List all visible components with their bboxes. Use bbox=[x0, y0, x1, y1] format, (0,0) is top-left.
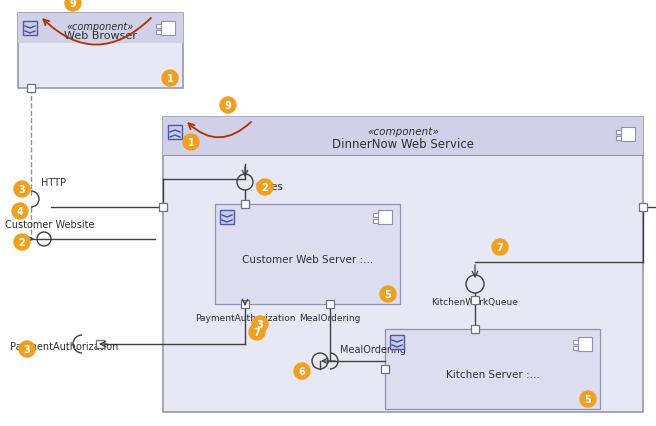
Circle shape bbox=[19, 341, 35, 357]
FancyBboxPatch shape bbox=[471, 296, 479, 304]
FancyBboxPatch shape bbox=[168, 126, 182, 140]
FancyBboxPatch shape bbox=[378, 210, 392, 225]
FancyBboxPatch shape bbox=[241, 300, 249, 308]
FancyBboxPatch shape bbox=[18, 14, 183, 89]
FancyBboxPatch shape bbox=[96, 340, 104, 348]
Text: Web Browser: Web Browser bbox=[64, 31, 137, 41]
Circle shape bbox=[14, 181, 30, 198]
Text: «component»: «component» bbox=[67, 22, 134, 32]
Circle shape bbox=[162, 71, 178, 87]
FancyBboxPatch shape bbox=[578, 337, 592, 351]
Text: 4: 4 bbox=[16, 207, 24, 216]
Text: 9: 9 bbox=[224, 101, 232, 111]
FancyBboxPatch shape bbox=[373, 219, 378, 223]
Text: 5: 5 bbox=[584, 394, 591, 404]
FancyBboxPatch shape bbox=[163, 118, 643, 412]
FancyBboxPatch shape bbox=[385, 329, 600, 409]
FancyBboxPatch shape bbox=[161, 22, 175, 36]
Circle shape bbox=[380, 286, 396, 302]
FancyBboxPatch shape bbox=[390, 335, 404, 349]
Text: 1: 1 bbox=[167, 74, 173, 84]
FancyBboxPatch shape bbox=[621, 128, 635, 142]
Text: MealOrdering: MealOrdering bbox=[299, 314, 361, 323]
Text: 3: 3 bbox=[24, 344, 30, 354]
Text: 2: 2 bbox=[262, 183, 268, 193]
FancyBboxPatch shape bbox=[215, 204, 400, 304]
Circle shape bbox=[580, 391, 596, 407]
Text: 7: 7 bbox=[497, 242, 503, 253]
Text: 7: 7 bbox=[254, 327, 260, 337]
FancyBboxPatch shape bbox=[156, 25, 161, 29]
Circle shape bbox=[492, 239, 508, 256]
FancyBboxPatch shape bbox=[23, 22, 37, 36]
FancyBboxPatch shape bbox=[373, 213, 378, 217]
Circle shape bbox=[249, 324, 265, 340]
FancyBboxPatch shape bbox=[18, 14, 183, 44]
Text: 3: 3 bbox=[18, 184, 26, 195]
Text: MealOrdering: MealOrdering bbox=[340, 344, 406, 354]
Text: 2: 2 bbox=[18, 237, 26, 248]
Text: PaymentAuthorization: PaymentAuthorization bbox=[10, 341, 118, 351]
Circle shape bbox=[14, 234, 30, 250]
Circle shape bbox=[183, 135, 199, 151]
FancyBboxPatch shape bbox=[27, 85, 35, 93]
FancyBboxPatch shape bbox=[220, 210, 234, 225]
FancyBboxPatch shape bbox=[163, 118, 643, 155]
Text: Kitchen Server :...: Kitchen Server :... bbox=[445, 369, 539, 379]
Text: 3: 3 bbox=[256, 319, 263, 329]
FancyBboxPatch shape bbox=[639, 204, 647, 211]
FancyBboxPatch shape bbox=[573, 346, 578, 350]
FancyBboxPatch shape bbox=[159, 204, 167, 211]
Circle shape bbox=[294, 363, 310, 379]
Text: Customer Website: Customer Website bbox=[5, 219, 94, 230]
Text: «component»: «component» bbox=[367, 127, 439, 137]
FancyBboxPatch shape bbox=[156, 31, 161, 35]
Text: 9: 9 bbox=[70, 0, 76, 9]
FancyBboxPatch shape bbox=[326, 300, 334, 308]
FancyBboxPatch shape bbox=[241, 201, 249, 208]
FancyBboxPatch shape bbox=[471, 325, 479, 333]
Circle shape bbox=[252, 316, 268, 332]
Circle shape bbox=[257, 180, 273, 196]
FancyBboxPatch shape bbox=[381, 365, 389, 373]
Text: 6: 6 bbox=[298, 366, 306, 376]
Text: HTTP: HTTP bbox=[41, 178, 66, 187]
Circle shape bbox=[12, 204, 28, 219]
Text: PaymentAuthorization: PaymentAuthorization bbox=[195, 314, 295, 323]
Circle shape bbox=[65, 0, 81, 12]
Text: 1: 1 bbox=[188, 138, 194, 148]
Text: KitchenWorkQueue: KitchenWorkQueue bbox=[432, 298, 518, 307]
Circle shape bbox=[220, 98, 236, 114]
Text: DinnerNow Web Service: DinnerNow Web Service bbox=[332, 137, 474, 150]
Text: Customer Web Server :...: Customer Web Server :... bbox=[242, 254, 373, 265]
FancyBboxPatch shape bbox=[573, 340, 578, 344]
Text: Sales: Sales bbox=[255, 181, 283, 192]
Text: 5: 5 bbox=[384, 289, 392, 299]
FancyBboxPatch shape bbox=[616, 131, 621, 134]
FancyBboxPatch shape bbox=[616, 137, 621, 140]
